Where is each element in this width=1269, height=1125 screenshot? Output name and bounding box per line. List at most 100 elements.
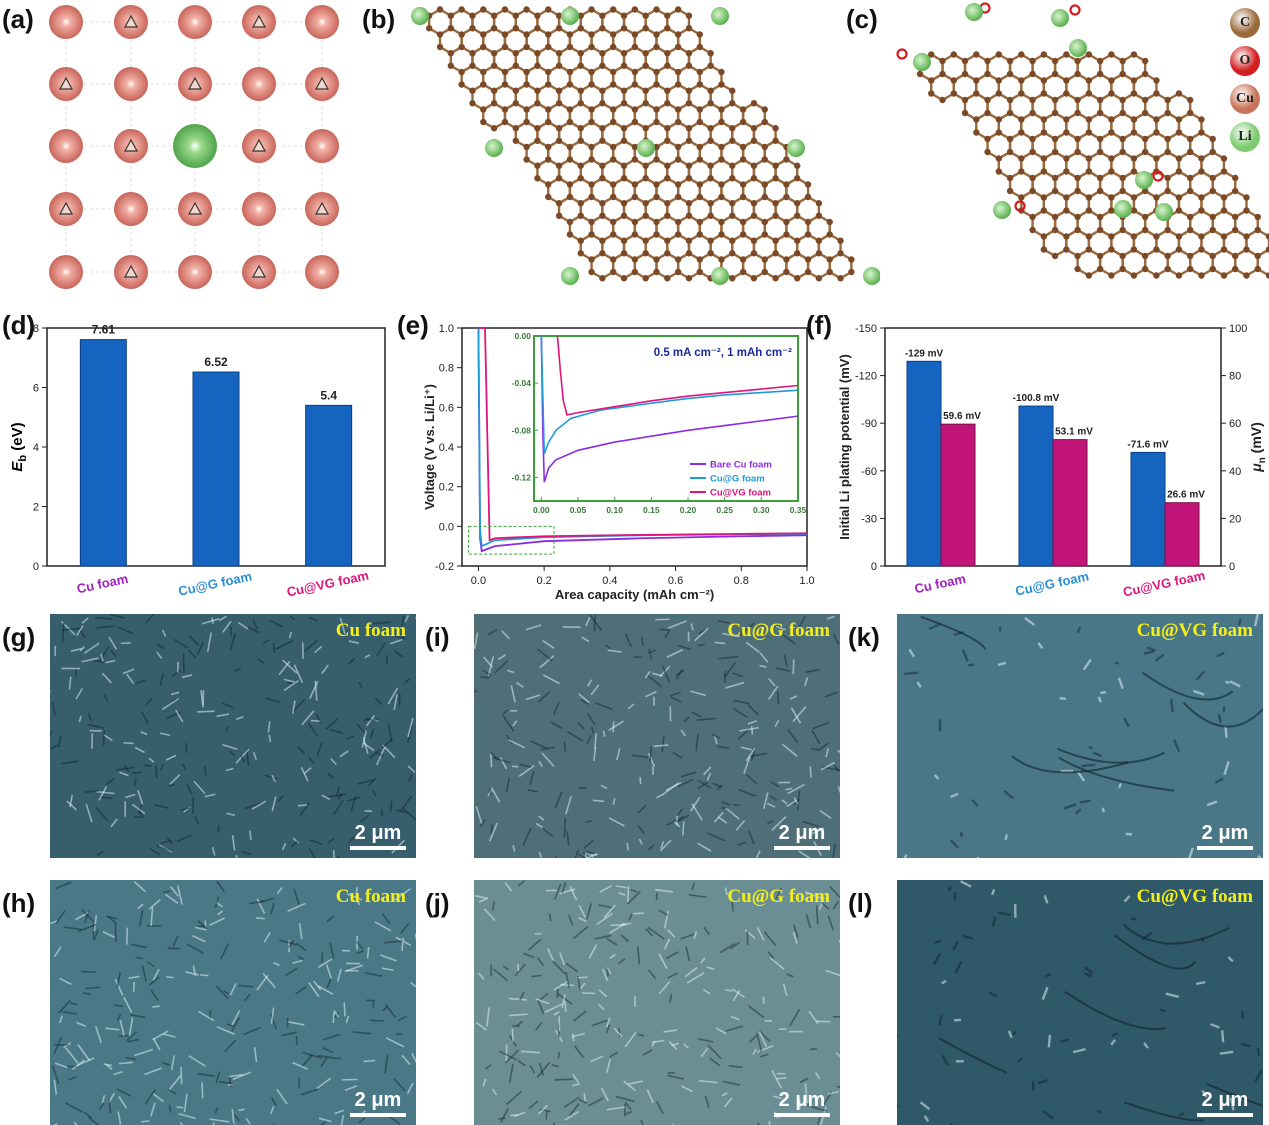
carbon-atom (1051, 109, 1059, 117)
carbon-atom (664, 137, 671, 144)
carbon-atom (1164, 252, 1171, 260)
carbon-atom (696, 181, 704, 188)
carbon-atom (631, 143, 639, 151)
carbon-atom (1085, 129, 1093, 136)
carbon-atom (995, 129, 1003, 136)
carbon-atom (1096, 70, 1104, 78)
sem-texture (897, 880, 1263, 1125)
carbon-atom (837, 237, 844, 244)
carbon-atom (729, 200, 736, 207)
carbon-atom (1141, 226, 1149, 234)
carbon-atom (555, 87, 563, 94)
carbon-atom (718, 106, 725, 113)
carbon-atom (490, 62, 498, 69)
carbon-atom (783, 218, 790, 226)
carbon-atom (577, 125, 584, 132)
carbon-atom (1198, 246, 1205, 253)
li-atom (637, 139, 655, 157)
carbon-atom (620, 250, 628, 257)
graphene-diagram (411, 6, 880, 285)
carbon-atom (1198, 116, 1205, 123)
sem-title: Cu@G foam (727, 620, 830, 641)
carbon-atom (1108, 246, 1115, 253)
x-tick-label: 1.0 (799, 575, 814, 587)
carbon-atom (1051, 213, 1059, 221)
carbon-atom (599, 162, 606, 169)
carbon-atom (1018, 51, 1025, 58)
carbon-atom (1108, 51, 1115, 58)
site-marker (251, 264, 267, 278)
carbon-atom (1085, 246, 1093, 253)
carbon-atom (707, 175, 714, 182)
carbon-atom (1018, 155, 1025, 162)
carbon-atom (653, 231, 660, 238)
carbon-atom (696, 31, 704, 38)
carbon-atom (555, 12, 563, 19)
y-right-tick-label: 40 (1229, 466, 1241, 478)
carbon-atom (447, 12, 455, 19)
carbon-atom (1051, 96, 1059, 104)
carbon-atom (664, 275, 671, 282)
carbon-atom (1074, 265, 1081, 273)
carbon-atom (1186, 226, 1194, 234)
li-atom (411, 7, 429, 25)
carbon-atom (707, 50, 714, 57)
carbon-atom (1130, 207, 1138, 214)
carbon-atom (490, 25, 498, 32)
carbon-atom (984, 109, 991, 117)
carbon-atom (1186, 252, 1194, 260)
carbon-atom (469, 62, 476, 69)
carbon-atom (599, 62, 606, 69)
carbon-atom (610, 256, 617, 263)
carbon-atom (750, 250, 758, 257)
carbon-atom (1164, 96, 1171, 104)
li-atom (1051, 9, 1069, 27)
carbon-atom (1051, 174, 1059, 182)
carbon-atom (1254, 252, 1261, 260)
carbon-atom (1130, 168, 1138, 175)
carbon-atom (739, 181, 747, 188)
carbon-atom (1040, 194, 1048, 201)
carbon-atom (783, 156, 790, 163)
carbon-atom (1186, 109, 1194, 117)
carbon-atom (1175, 194, 1183, 201)
carbon-atom (1085, 272, 1093, 279)
category-label: Cu@VG foam (1122, 568, 1207, 600)
panel-label-f: (f) (806, 310, 832, 340)
carbon-atom (490, 12, 498, 19)
carbon-atom (674, 268, 682, 276)
carbon-atom (631, 31, 639, 38)
x-tick-label: 0.4 (602, 575, 617, 587)
carbon-atom (631, 268, 639, 276)
carbon-atom (995, 116, 1003, 123)
site-marker (58, 76, 74, 90)
carbon-atom (1175, 207, 1183, 214)
carbon-atom (1119, 187, 1126, 195)
carbon-atom (1108, 194, 1115, 201)
carbon-atom (707, 137, 714, 144)
carbon-atom (1243, 207, 1250, 214)
carbon-atom (653, 218, 660, 226)
carbon-atom (588, 118, 595, 126)
carbon-atom (1063, 168, 1070, 175)
carbon-atom (588, 81, 595, 88)
carbon-atom (501, 43, 509, 51)
carbon-atom (804, 256, 812, 263)
carbon-atom (674, 6, 682, 13)
carbon-atom (1006, 135, 1014, 143)
carbon-atom (984, 57, 991, 65)
plating-potential-chart: 0 -30 -60 -90 -120 -150 0 20 40 60 80 100 Initial Li… (837, 323, 1268, 600)
carbon-atom (577, 12, 584, 19)
carbon-atom (961, 109, 969, 117)
category-label: Cu foam (75, 571, 129, 596)
cu-atom (49, 255, 83, 289)
carbon-atom (512, 50, 519, 57)
carbon-atom (1085, 194, 1093, 201)
inset-frame (533, 335, 799, 502)
carbon-atom (1018, 129, 1025, 136)
carbon-atom (642, 200, 649, 207)
li-atom (1114, 200, 1132, 218)
carbon-atom (1074, 109, 1081, 117)
bar-plating-potential (1130, 451, 1166, 567)
carbon-atom (1119, 135, 1126, 143)
